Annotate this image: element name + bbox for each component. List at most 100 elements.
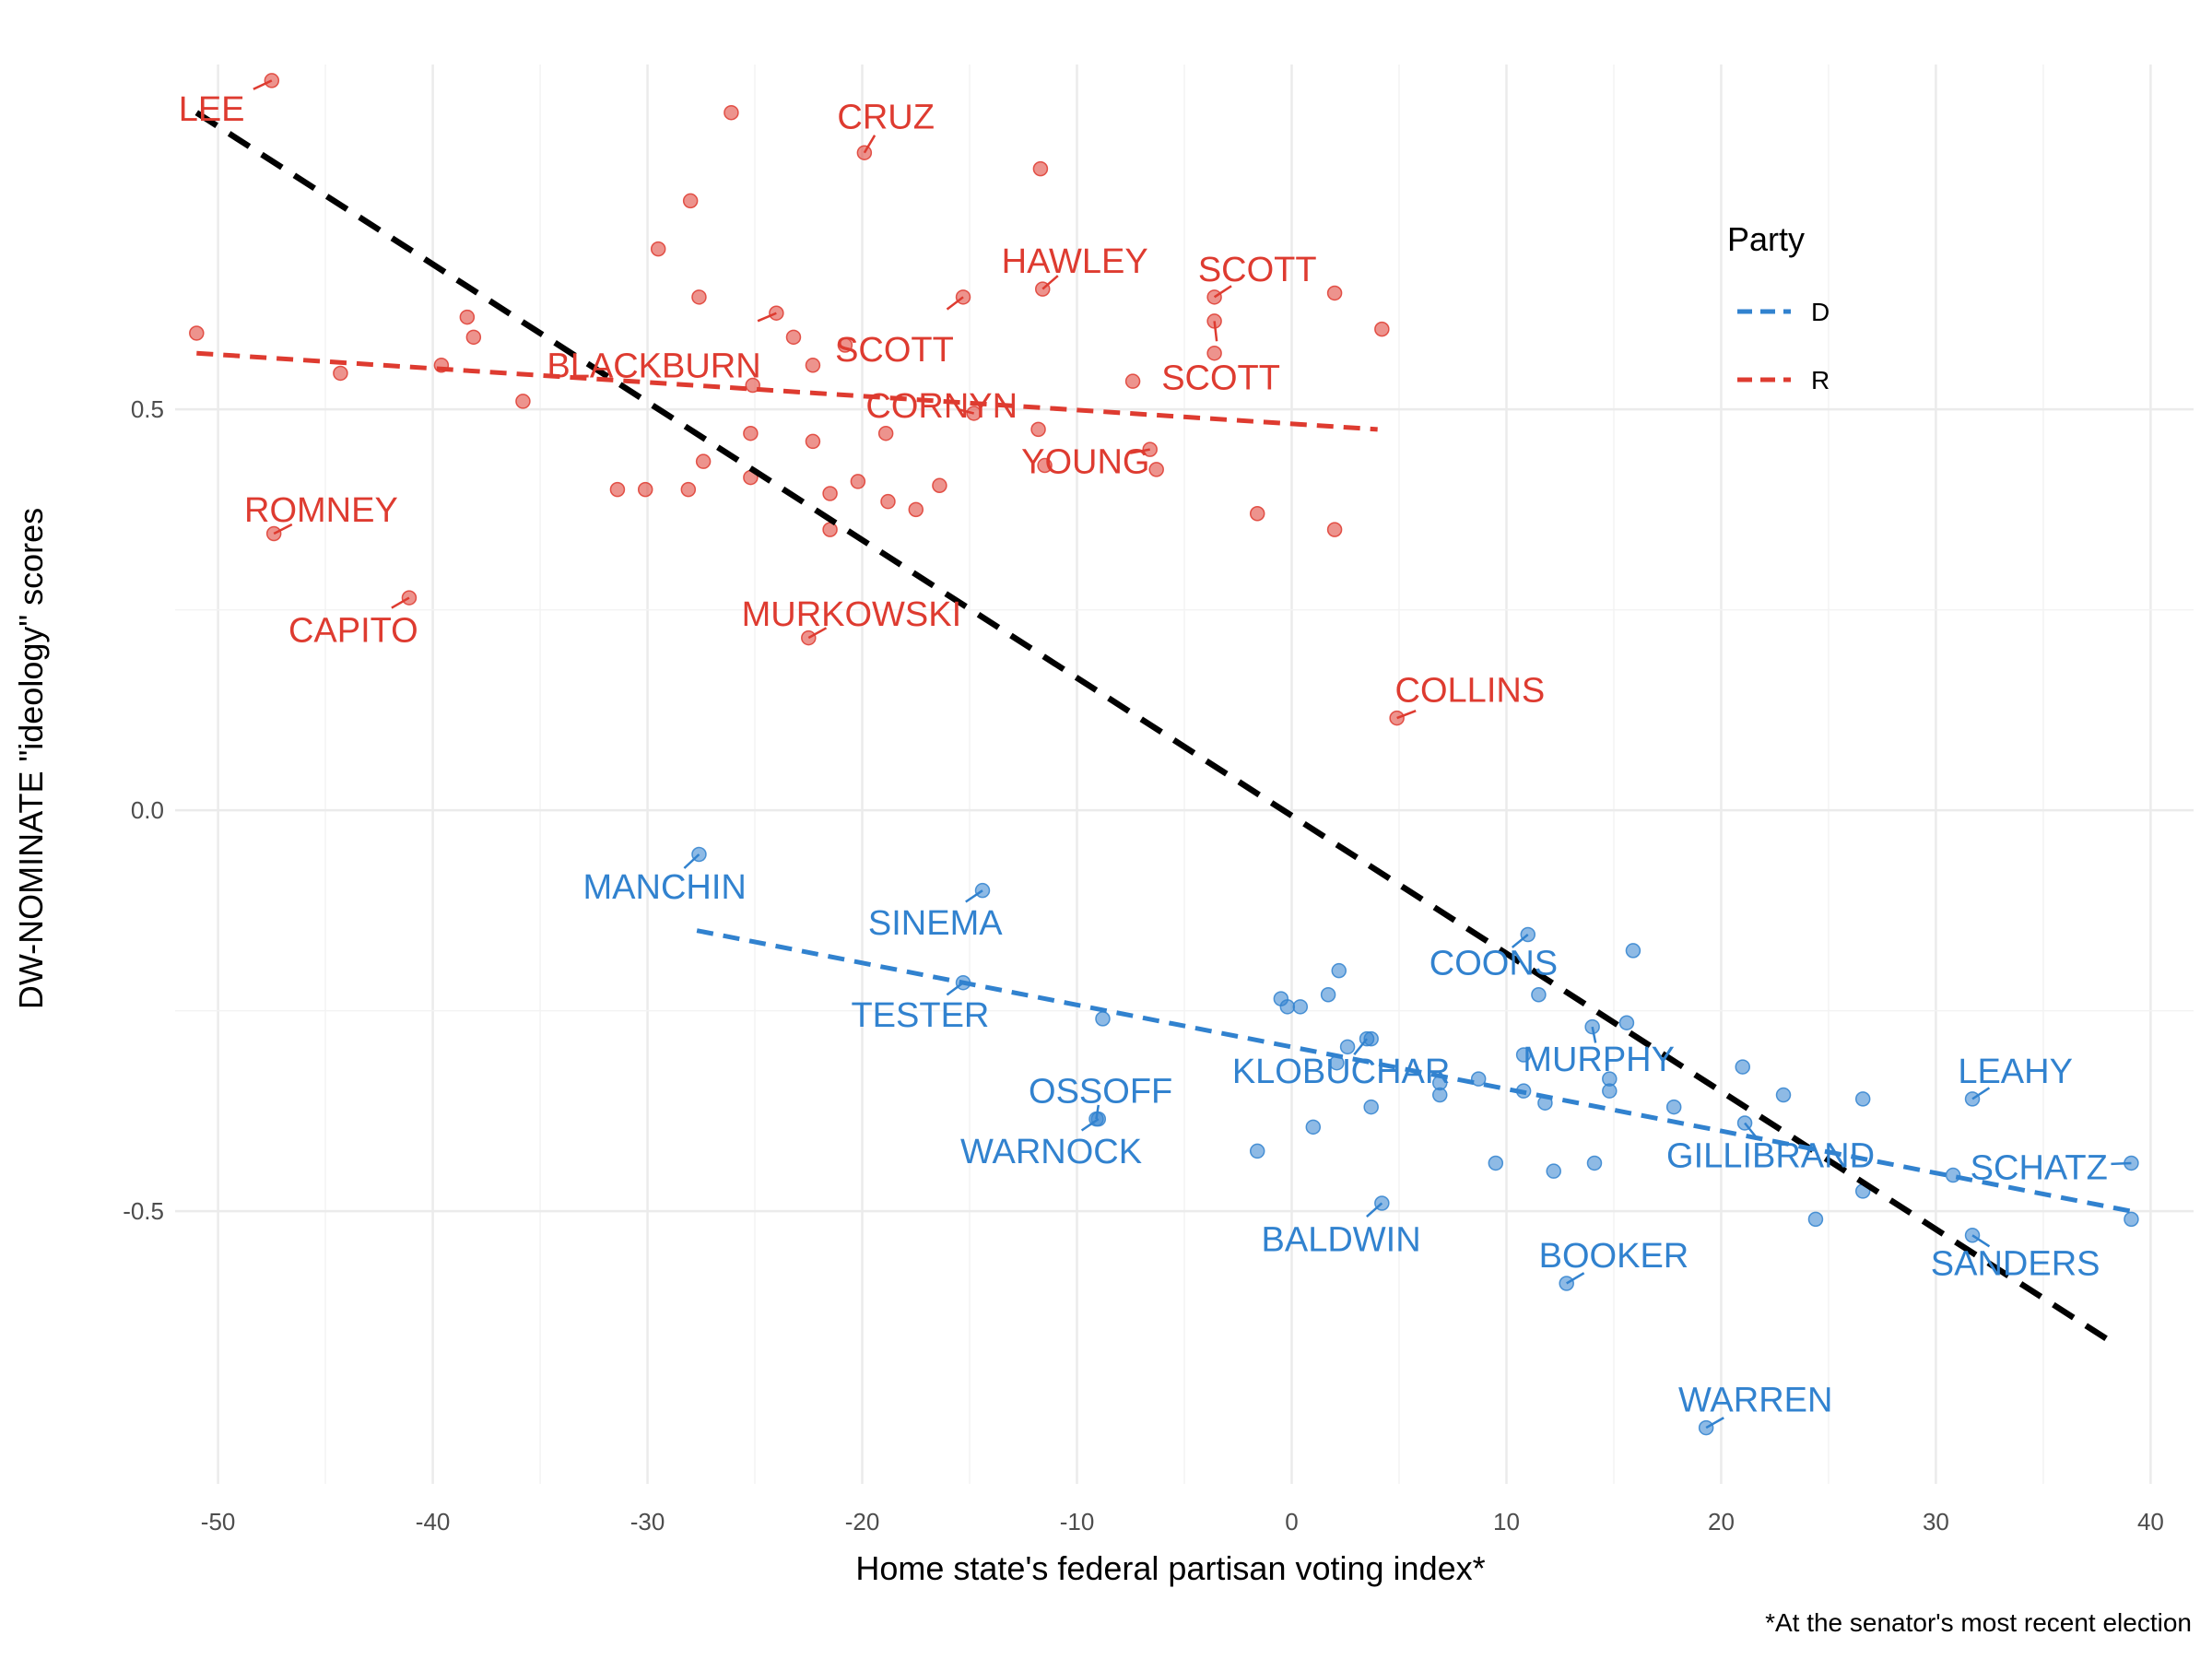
x-tick-label: -20 bbox=[845, 1508, 880, 1535]
democrat-point bbox=[1431, 1087, 1448, 1103]
label-leader-line bbox=[1213, 321, 1218, 342]
y-axis-ticks: -0.5 0.0 0.5 bbox=[123, 395, 164, 1225]
republican-point bbox=[932, 477, 947, 494]
republican-point bbox=[880, 493, 896, 510]
republican-point bbox=[1206, 345, 1222, 361]
democrat-point bbox=[1095, 1011, 1111, 1027]
republican-point bbox=[837, 337, 853, 353]
label-leader-line bbox=[807, 627, 828, 640]
senator-label: SCOTT bbox=[1161, 359, 1280, 397]
senator-label: OSSOFF bbox=[1029, 1073, 1172, 1112]
label-leader-line bbox=[1396, 710, 1417, 720]
senator-label: MANCHIN bbox=[583, 868, 747, 907]
senator-label: WARREN bbox=[1678, 1382, 1832, 1420]
senator-label: TESTER bbox=[851, 996, 989, 1035]
republican-point bbox=[1148, 462, 1164, 477]
legend: Party D R bbox=[1727, 220, 1830, 394]
republican-point bbox=[691, 289, 707, 305]
label-leader-line bbox=[757, 312, 777, 323]
democrat-point bbox=[1320, 987, 1336, 1003]
democrat-point bbox=[1249, 1143, 1265, 1159]
x-tick-label: 30 bbox=[1923, 1508, 1949, 1535]
label-leader-line bbox=[1129, 448, 1150, 454]
label-leader-line bbox=[1566, 1272, 1585, 1285]
senator-label: LEAHY bbox=[1958, 1053, 2073, 1091]
republican-point bbox=[785, 329, 802, 346]
senator-label: SCHATZ bbox=[1971, 1148, 2108, 1187]
democrat-point bbox=[1305, 1119, 1322, 1135]
senator-label: ROMNEY bbox=[244, 491, 398, 530]
senator-label: CAPITO bbox=[288, 611, 418, 650]
fit-lines bbox=[194, 110, 2132, 1343]
democrat-point bbox=[1665, 1099, 1682, 1115]
label-leader-line bbox=[253, 79, 273, 90]
label-leader-line bbox=[863, 135, 877, 154]
senator-label: CRUZ bbox=[837, 99, 935, 137]
x-tick-label: 40 bbox=[2137, 1508, 2164, 1535]
republican-point bbox=[680, 481, 697, 498]
republican-point bbox=[1326, 522, 1343, 537]
republican-point bbox=[908, 501, 924, 518]
democrat-point bbox=[1470, 1071, 1487, 1087]
republican-point bbox=[695, 453, 712, 469]
democrat-point bbox=[1279, 999, 1296, 1015]
republican-point bbox=[609, 481, 626, 498]
senator-label: YOUNG bbox=[1021, 443, 1149, 482]
x-tick-label: 20 bbox=[1708, 1508, 1735, 1535]
democrat-point bbox=[2124, 1211, 2139, 1228]
fit-line-overall bbox=[194, 110, 2110, 1343]
republican-point bbox=[877, 425, 894, 441]
republican-point bbox=[1032, 160, 1049, 177]
y-axis-title: DW-NOMINATE "ideology" scores bbox=[12, 508, 50, 1009]
label-leader-line bbox=[1353, 1038, 1369, 1056]
legend-label-d: D bbox=[1811, 298, 1830, 326]
republican-point bbox=[333, 365, 348, 382]
democrat-point bbox=[1625, 943, 1641, 959]
y-tick-label: 0.0 bbox=[131, 796, 164, 824]
republican-point bbox=[822, 486, 838, 501]
republican-point bbox=[1326, 285, 1343, 301]
label-leader-line bbox=[957, 407, 974, 415]
x-tick-label: -40 bbox=[416, 1508, 451, 1535]
democrat-point bbox=[1735, 1059, 1750, 1075]
democrat-point bbox=[1339, 1039, 1356, 1055]
republican-point bbox=[515, 394, 531, 409]
senator-label: BOOKER bbox=[1539, 1237, 1689, 1276]
senator-label: GILLIBRAND bbox=[1666, 1136, 1875, 1175]
x-tick-label: -10 bbox=[1060, 1508, 1095, 1535]
senator-label: CORNYN bbox=[865, 387, 1018, 426]
label-leader-line bbox=[1213, 285, 1232, 299]
label-leader-line bbox=[946, 982, 964, 996]
democrat-point bbox=[1602, 1083, 1618, 1099]
y-tick-label: 0.5 bbox=[131, 395, 164, 423]
democrat-point bbox=[1292, 999, 1309, 1015]
republican-point bbox=[1030, 421, 1046, 438]
label-leader-line bbox=[1095, 1104, 1100, 1120]
label-leader-line bbox=[683, 853, 700, 869]
senator-label: BALDWIN bbox=[1262, 1221, 1421, 1260]
republican-point bbox=[682, 193, 699, 209]
senator-label: HAWLEY bbox=[1002, 242, 1148, 281]
senator-label: KLOBUCHAR bbox=[1232, 1053, 1451, 1091]
republican-point bbox=[189, 325, 205, 341]
x-tick-label: 0 bbox=[1285, 1508, 1298, 1535]
caption: *At the senator's most recent election bbox=[1765, 1608, 2192, 1637]
x-tick-label: -30 bbox=[630, 1508, 665, 1535]
fit-line-R bbox=[196, 350, 1378, 432]
senator-label: SCOTT bbox=[835, 331, 954, 370]
republican-point bbox=[822, 522, 838, 537]
x-tick-label: 10 bbox=[1493, 1508, 1520, 1535]
senator-label: MURPHY bbox=[1523, 1041, 1675, 1079]
legend-title: Party bbox=[1727, 220, 1805, 258]
democrat-point bbox=[1775, 1087, 1792, 1103]
y-tick-label: -0.5 bbox=[123, 1197, 164, 1225]
senator-label: SCOTT bbox=[1198, 251, 1317, 289]
republican-point bbox=[743, 425, 759, 441]
republican-point bbox=[459, 309, 476, 325]
democrat-point bbox=[1363, 1030, 1379, 1047]
label-leader-line bbox=[1591, 1026, 1597, 1043]
x-axis-ticks: -50 -40 -30 -20 -10 0 10 20 30 40 bbox=[201, 1508, 2164, 1535]
label-leader-line bbox=[391, 596, 410, 609]
democrat-point bbox=[1515, 1047, 1532, 1063]
senator-label: MURKOWSKI bbox=[742, 595, 962, 634]
